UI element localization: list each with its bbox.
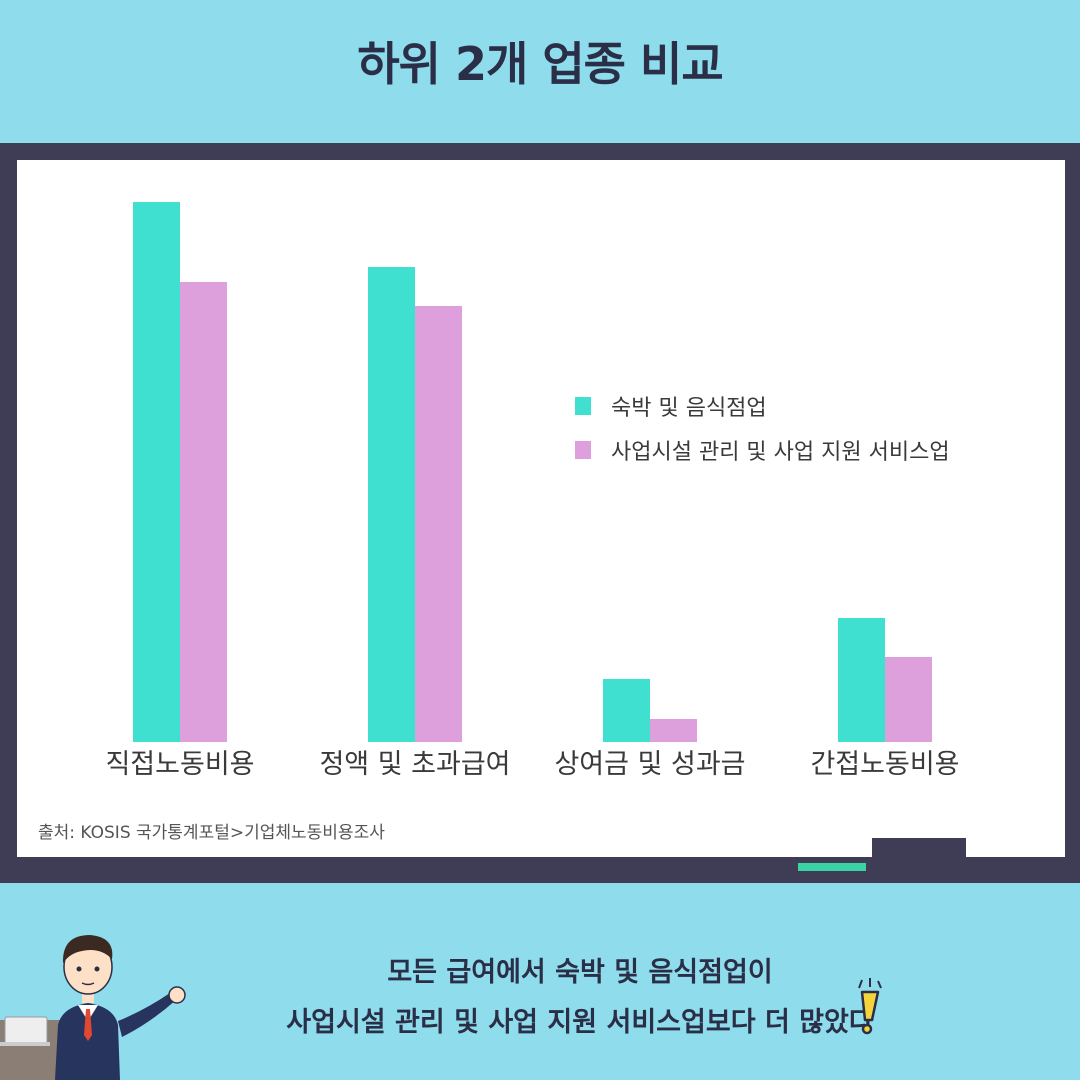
mouth [81,982,95,986]
legend-label-series-2: 사업시설 관리 및 사업 지원 서비스업 [611,440,950,465]
legend-item-series-1: 숙박 및 음식점업 [575,384,950,428]
bar-2-2 [415,306,462,742]
page-title: 하위 2개 업종 비교 [357,37,723,91]
category-labels-group: 직접노동비용 정액 및 초과급여 상여금 및 성과금 간접노동비용 [105,749,959,780]
bar-1-4 [838,618,885,742]
bar-2-3 [650,719,697,742]
legend-swatch-series-1 [575,397,591,415]
category-label-4: 간접노동비용 [810,749,959,780]
exclamation-icon [858,978,882,1035]
bar-1-2 [368,267,415,742]
legend-label-series-1: 숙박 및 음식점업 [611,396,767,421]
right-eye [94,966,100,972]
left-eye [76,966,82,972]
bar-1-3 [603,679,650,742]
suit-body [55,1003,120,1080]
laptop-icon [0,1016,50,1046]
legend-swatch-series-2 [575,441,591,459]
caption-line-1: 모든 급여에서 숙박 및 음식점업이 [387,957,773,988]
hair [62,935,113,963]
legend: 숙박 및 음식점업 사업시설 관리 및 사업 지원 서비스업 [575,384,950,472]
board-tab [872,838,966,860]
hand [168,986,186,1004]
category-label-1: 직접노동비용 [105,749,254,780]
presenter-illustration [0,935,186,1080]
board-stripe [798,863,866,871]
category-label-2: 정액 및 초과급여 [319,749,510,780]
bar-2-4 [885,657,932,742]
category-label-3: 상여금 및 성과금 [554,749,745,780]
legend-item-series-2: 사업시설 관리 및 사업 지원 서비스업 [575,428,950,472]
source-note: 출처: KOSIS 국가통계포털>기업체노동비용조사 [38,823,385,843]
bars-group [133,202,932,742]
necktie [84,1009,92,1041]
caption-line-2: 사업시설 관리 및 사업 지원 서비스업보다 더 많았다 [286,1007,874,1038]
bar-2-1 [180,282,227,742]
bar-1-1 [133,202,180,742]
suit-arm [118,993,176,1037]
